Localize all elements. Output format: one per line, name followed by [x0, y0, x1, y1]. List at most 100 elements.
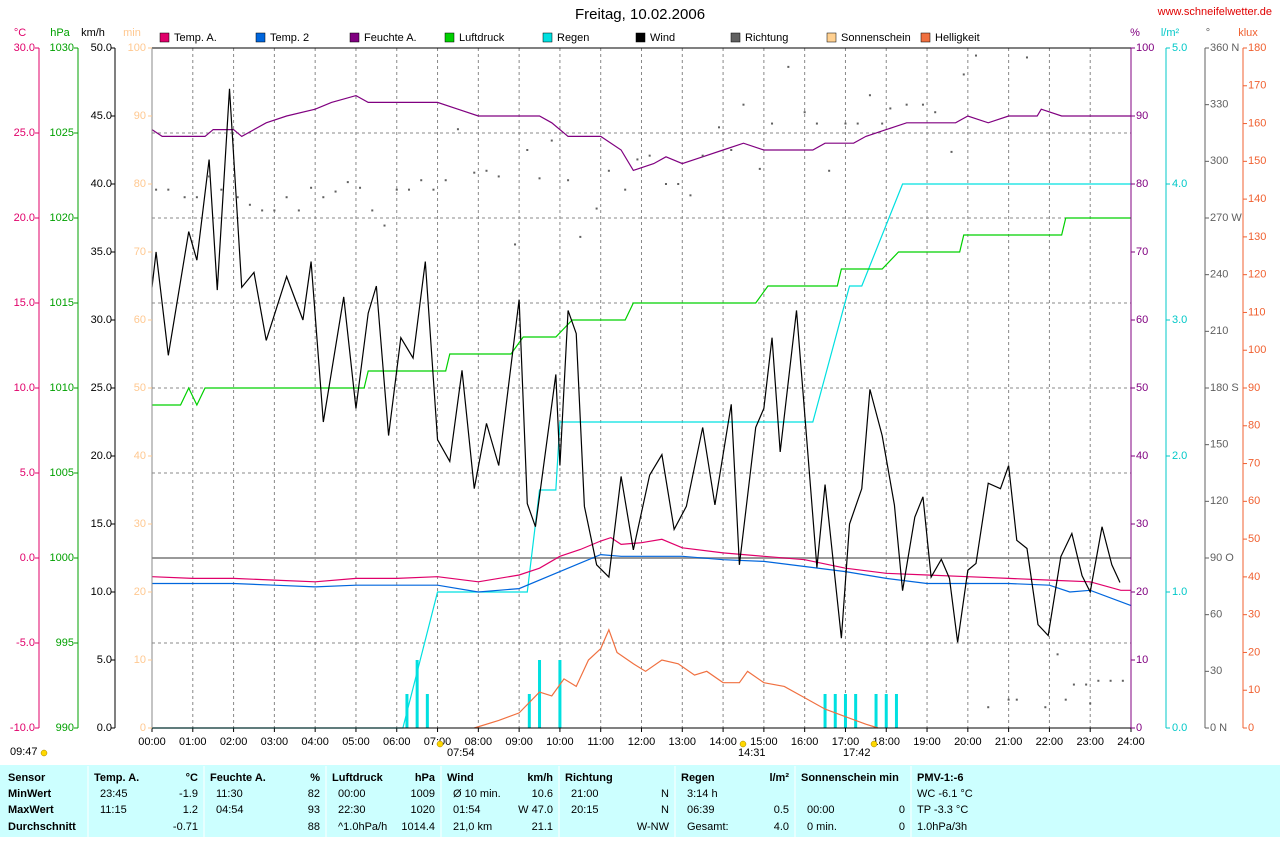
legend-swatch — [635, 32, 646, 43]
y-tick-label: 120 — [1248, 269, 1266, 281]
x-tick-label: 13:00 — [669, 736, 697, 748]
x-tick-label: 03:00 — [261, 736, 289, 748]
x-tick-label: 18:00 — [872, 736, 900, 748]
y-tick-label: 60 — [1210, 609, 1222, 621]
y-tick-label: 1.0 — [1172, 586, 1187, 598]
y-tick-label: 360 N — [1210, 42, 1239, 54]
annotation: 14:31 — [738, 747, 766, 759]
row-label: Durchschnitt — [8, 821, 76, 833]
series-line — [151, 94, 1131, 172]
axis-unit: % — [1130, 27, 1140, 39]
legend-swatch — [542, 32, 553, 43]
group-title: Temp. A. — [94, 772, 139, 784]
direction-dot — [730, 149, 733, 151]
direction-dot — [1109, 679, 1112, 682]
rain-bar — [558, 660, 562, 728]
y-tick-label: 0.0 — [20, 552, 35, 564]
cell-time: 11:30 — [216, 788, 243, 800]
y-tick-label: 30 — [1136, 518, 1148, 530]
direction-dot — [1056, 653, 1059, 656]
rain-bar — [415, 660, 419, 728]
direction-dot — [167, 188, 170, 191]
direction-dot — [538, 177, 541, 180]
x-tick-label: 17:00 — [832, 736, 860, 748]
series-line — [152, 217, 1131, 407]
y-tick-label: 45.0 — [91, 110, 112, 122]
cell-time: 01:54 — [453, 804, 481, 816]
y-tick-label: 50 — [1136, 382, 1148, 394]
y-tick-label: 1020 — [50, 212, 74, 224]
direction-dot — [787, 65, 790, 68]
direction-dot — [881, 122, 884, 125]
y-tick-label: 2.0 — [1172, 450, 1187, 462]
direction-dot — [856, 122, 859, 125]
direction-dot — [664, 183, 667, 185]
cell-time: 00:00 — [807, 804, 835, 816]
direction-dot — [868, 94, 871, 97]
annotation: 07:54 — [447, 747, 475, 759]
group-title: Wind — [447, 772, 474, 784]
direction-dot — [432, 188, 435, 191]
y-tick-label: 80 — [134, 178, 146, 190]
group-unit: hPa — [415, 772, 436, 784]
x-tick-label: 23:00 — [1076, 736, 1104, 748]
y-tick-label: 80 — [1248, 420, 1260, 432]
y-tick-label: 70 — [134, 246, 146, 258]
direction-dot — [261, 209, 264, 212]
y-tick-label: 270 W — [1210, 212, 1242, 224]
y-tick-label: 10.0 — [14, 382, 35, 394]
group-unit: l/m² — [769, 772, 789, 784]
legend-label: Regen — [557, 32, 589, 44]
cell-value: 21.1 — [532, 821, 553, 833]
y-tick-label: 995 — [56, 637, 74, 649]
y-tick-label: 1010 — [50, 382, 74, 394]
legend-label: Richtung — [745, 32, 788, 44]
direction-dot — [208, 175, 211, 178]
y-tick-label: 20 — [1136, 586, 1148, 598]
cell-value: 1009 — [411, 788, 435, 800]
direction-dot — [987, 706, 990, 709]
direction-dot — [220, 188, 223, 191]
group-title: PMV-1:-6 — [917, 772, 963, 784]
direction-dot — [1072, 683, 1075, 686]
y-tick-label: 140 — [1248, 193, 1266, 205]
legend-label: Wind — [650, 32, 675, 44]
axis-unit: hPa — [50, 27, 70, 39]
y-tick-label: 160 — [1248, 117, 1266, 129]
direction-dot — [844, 122, 847, 125]
y-tick-label: 110 — [1248, 306, 1266, 318]
cell-time: Ø 10 min. — [453, 788, 501, 800]
y-tick-label: 100 — [128, 42, 146, 54]
y-tick-label: 60 — [134, 314, 146, 326]
x-tick-label: 24:00 — [1117, 736, 1145, 748]
direction-dot — [636, 158, 639, 161]
rain-bar — [894, 694, 898, 728]
cell-time: 11:15 — [100, 804, 127, 816]
direction-dot — [567, 179, 570, 182]
direction-dot — [444, 179, 447, 182]
direction-dot — [701, 154, 704, 157]
axis-unit: klux — [1238, 27, 1258, 39]
legend-label: Temp. A. — [174, 32, 217, 44]
legend-swatch — [159, 32, 170, 43]
rain-bar — [823, 694, 827, 728]
y-tick-label: 25.0 — [14, 127, 35, 139]
axis-unit: km/h — [81, 27, 105, 39]
cell-time: 22:30 — [338, 804, 366, 816]
y-tick-label: 0 — [140, 722, 146, 734]
y-tick-label: -5.0 — [16, 637, 35, 649]
direction-dot — [771, 122, 774, 125]
x-tick-label: 05:00 — [342, 736, 370, 748]
direction-dot — [607, 169, 610, 172]
y-tick-label: 240 — [1210, 269, 1228, 281]
cell-value: 1014.4 — [401, 821, 435, 833]
y-tick-label: 1000 — [50, 552, 74, 564]
cell-time: 0 min. — [807, 821, 837, 833]
direction-dot — [395, 188, 398, 191]
x-tick-label: 02:00 — [220, 736, 248, 748]
group-title: Feuchte A. — [210, 772, 266, 784]
annotation: 09:47 — [10, 746, 38, 758]
direction-dot — [371, 209, 374, 212]
direction-dot — [322, 196, 325, 199]
